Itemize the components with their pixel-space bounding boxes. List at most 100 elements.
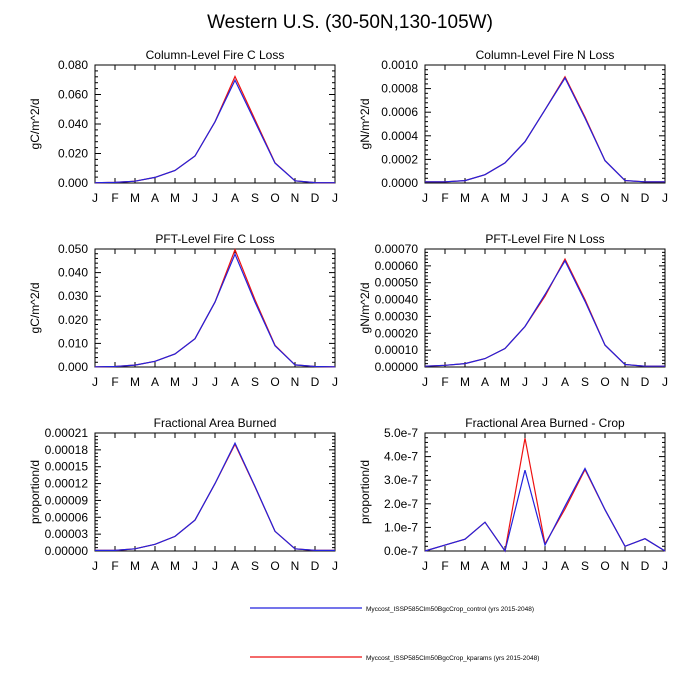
x-tick-label: A (151, 191, 159, 205)
x-tick-label: M (460, 559, 470, 573)
y-axis-label-1: gC/m^2/d (28, 99, 42, 150)
x-tick-label: A (231, 191, 239, 205)
x-tick-label: A (481, 559, 489, 573)
x-tick-label: J (522, 191, 528, 205)
y-tick-label: 0.080 (58, 58, 88, 72)
x-tick-label: F (111, 191, 118, 205)
y-tick-label: 0.00030 (375, 309, 419, 323)
x-tick-label: N (291, 559, 300, 573)
x-tick-label: J (522, 375, 528, 389)
series-line-kparams-3 (94, 248, 336, 368)
x-tick-label: O (600, 559, 609, 573)
y-tick-label: 0.0000 (381, 176, 418, 190)
panel-title-6: Fractional Area Burned - Crop (465, 416, 625, 430)
y-tick-label: 0.0010 (381, 58, 418, 72)
y-tick-label: 0.00000 (375, 360, 419, 374)
y-tick-label: 0.0004 (381, 129, 418, 143)
x-tick-label: J (662, 375, 668, 389)
legend-label-1: Myccost_ISSP585Clm50BgcCrop_control (yrs… (366, 606, 534, 613)
panel-title-2: Column-Level Fire N Loss (476, 48, 615, 62)
x-tick-label: J (662, 559, 668, 573)
y-tick-label: 0.00009 (45, 493, 89, 507)
x-tick-label: D (641, 191, 650, 205)
x-tick-label: N (291, 191, 300, 205)
series-line-kparams-1 (94, 75, 336, 184)
x-tick-label: N (291, 375, 300, 389)
x-tick-label: A (481, 375, 489, 389)
x-tick-label: J (92, 191, 98, 205)
x-tick-label: F (441, 375, 448, 389)
x-tick-label: O (600, 191, 609, 205)
panel-title-5: Fractional Area Burned (154, 416, 277, 430)
panel-title-1: Column-Level Fire C Loss (146, 48, 285, 62)
x-tick-label: A (151, 559, 159, 573)
y-tick-label: 0.00003 (45, 527, 89, 541)
y-tick-label: 0.0e-7 (384, 544, 418, 558)
y-tick-label: 0.00070 (375, 242, 419, 256)
x-tick-label: S (581, 191, 589, 205)
x-tick-label: M (170, 559, 180, 573)
series-line-control-4 (424, 259, 665, 367)
plot-frame-4 (424, 248, 666, 368)
x-tick-label: J (522, 559, 528, 573)
series-line-kparams-4 (424, 257, 665, 367)
series-line-control-3 (94, 252, 336, 368)
y-tick-label: 0.0002 (381, 152, 418, 166)
x-tick-label: D (311, 559, 320, 573)
x-tick-label: J (542, 375, 548, 389)
y-axis-label-3: gC/m^2/d (28, 283, 42, 334)
y-tick-label: 0.0006 (381, 105, 418, 119)
y-axis-label-5: proportion/d (28, 460, 42, 524)
plot-frame-1 (94, 64, 336, 184)
x-tick-label: J (92, 559, 98, 573)
page-title: Western U.S. (30-50N,130-105W) (207, 12, 493, 33)
x-tick-label: D (311, 191, 320, 205)
series-line-control-1 (94, 78, 336, 184)
y-axis-label-6: proportion/d (358, 460, 372, 524)
x-tick-label: M (130, 375, 140, 389)
x-tick-label: J (332, 375, 338, 389)
y-tick-label: 0.00040 (375, 293, 419, 307)
x-tick-label: S (581, 559, 589, 573)
plot-frame-3 (94, 248, 336, 368)
x-tick-label: A (561, 191, 569, 205)
x-tick-label: F (441, 559, 448, 573)
y-tick-label: 0.00021 (45, 426, 89, 440)
x-tick-label: J (212, 559, 218, 573)
x-tick-label: N (621, 375, 630, 389)
series-line-kparams-5 (95, 442, 335, 552)
x-tick-label: S (251, 375, 259, 389)
x-tick-label: M (460, 191, 470, 205)
x-tick-label: N (621, 191, 630, 205)
plot-frame-2 (424, 64, 666, 184)
x-tick-label: A (231, 375, 239, 389)
x-tick-label: J (192, 375, 198, 389)
y-tick-label: 0.00012 (45, 477, 89, 491)
y-tick-label: 0.060 (58, 88, 88, 102)
y-tick-label: 1.0e-7 (384, 520, 418, 534)
x-tick-label: J (332, 559, 338, 573)
y-tick-label: 0.00010 (375, 343, 419, 357)
x-tick-label: J (332, 191, 338, 205)
y-tick-label: 0.00018 (45, 443, 89, 457)
series-line-kparams-2 (425, 75, 665, 183)
x-tick-label: O (270, 375, 279, 389)
x-tick-label: J (542, 191, 548, 205)
x-tick-label: J (542, 559, 548, 573)
legend-label-2: Myccost_ISSP585Clm50BgcCrop_kparams (yrs… (366, 655, 539, 662)
x-tick-label: A (561, 559, 569, 573)
y-tick-label: 0.040 (58, 266, 88, 280)
x-tick-label: M (130, 559, 140, 573)
y-tick-label: 0.000 (58, 176, 88, 190)
x-tick-label: J (212, 191, 218, 205)
y-tick-label: 0.00000 (45, 544, 89, 558)
y-tick-label: 5.0e-7 (384, 426, 418, 440)
x-tick-label: J (422, 559, 428, 573)
y-tick-label: 0.00015 (45, 460, 89, 474)
panel-title-4: PFT-Level Fire N Loss (485, 232, 604, 246)
x-tick-label: S (251, 191, 259, 205)
x-tick-label: M (130, 191, 140, 205)
x-tick-label: O (270, 559, 279, 573)
y-tick-label: 0.020 (58, 147, 88, 161)
